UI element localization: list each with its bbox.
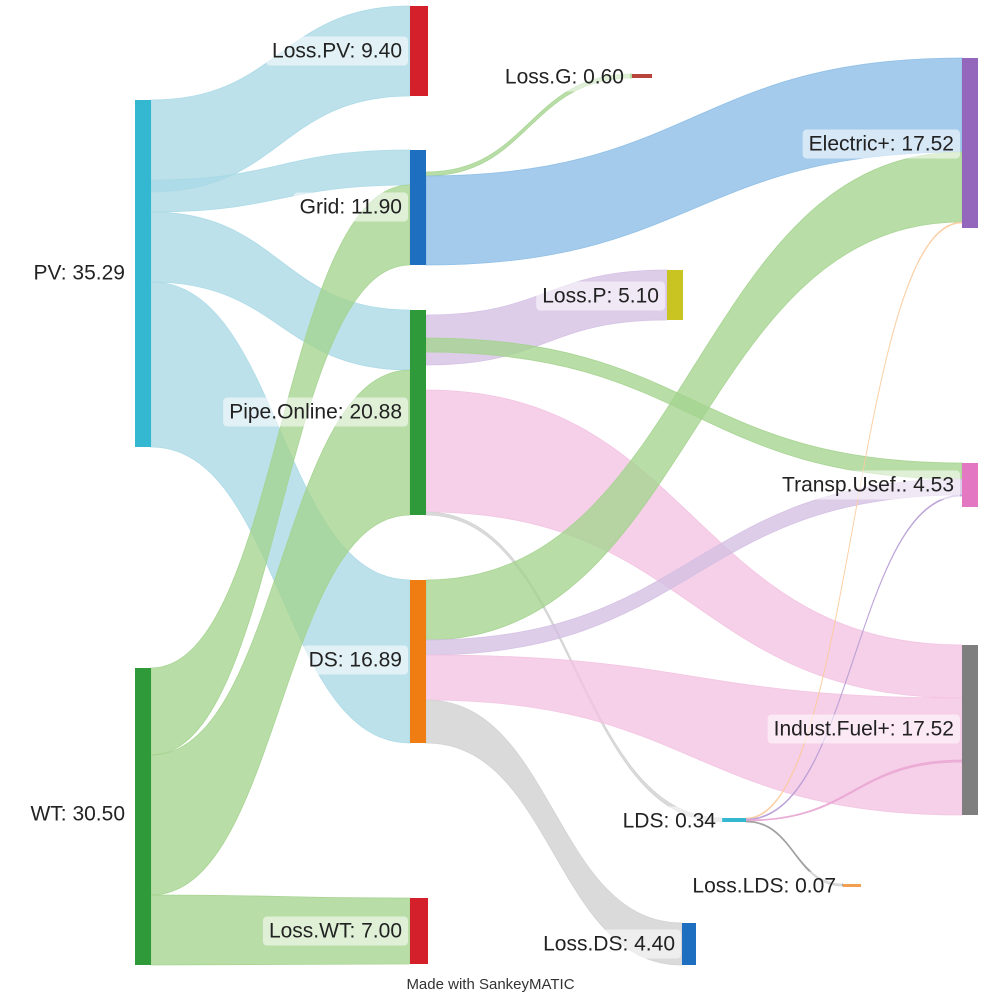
node-bar-electric <box>962 58 978 228</box>
node-label-bg-transp <box>776 470 960 500</box>
node-label-bg-ds <box>302 645 408 675</box>
node-bar-losslds <box>843 884 861 887</box>
node-label-bg-lossg <box>498 62 630 92</box>
node-label-lossp: Loss.P: 5.10 <box>542 285 659 308</box>
flow-pipe-online-to-transp-usef <box>425 389 963 699</box>
node-bar-indust <box>962 645 978 815</box>
sankey-flows <box>150 5 963 966</box>
node-label-bg-lossp <box>536 281 665 311</box>
node-label-bg-pipe <box>223 397 408 427</box>
node-label-losswt: Loss.WT: 7.00 <box>269 920 402 943</box>
node-label-bg-indust <box>767 714 960 744</box>
node-label-bg-lossds <box>537 929 681 959</box>
node-label-losspv: Loss.PV: 9.40 <box>272 40 402 63</box>
node-bar-ds <box>410 580 426 743</box>
sankey-nodes <box>135 6 978 965</box>
flow-ds-to-transp-usef <box>425 654 963 816</box>
node-label-pv: PV: 35.29 <box>34 262 125 285</box>
node-label-pipe: Pipe.Online: 20.88 <box>229 401 402 424</box>
node-bar-pipe <box>410 310 426 515</box>
node-bar-pv <box>135 100 151 447</box>
node-bar-grid <box>410 150 426 265</box>
node-label-bg-lds <box>616 806 723 836</box>
node-label-bg-losspv <box>266 36 408 66</box>
node-bar-lossds <box>682 923 696 965</box>
node-bar-wt <box>135 668 151 965</box>
node-label-bg-grid <box>293 192 408 222</box>
node-bar-lossp <box>667 270 683 320</box>
node-label-indust: Indust.Fuel+: 17.52 <box>774 718 954 741</box>
node-label-bg-losswt <box>262 916 408 946</box>
sankey-labels: PV: 35.29 WT: 30.50 Loss.PV: 9.40 Grid: 11.… <box>24 36 960 959</box>
node-bar-losswt <box>410 898 428 964</box>
node-label-bg-losslds <box>686 871 842 901</box>
node-label-bg-pv <box>27 258 131 288</box>
node-label-bg-wt <box>24 799 131 829</box>
node-label-lossds: Loss.DS: 4.40 <box>543 933 675 956</box>
node-label-losslds: Loss.LDS: 0.07 <box>692 875 836 898</box>
node-label-grid: Grid: 11.90 <box>300 196 402 219</box>
node-label-electric: Electric+: 17.52 <box>809 133 954 156</box>
credit-text: Made with SankeyMATIC <box>406 976 575 993</box>
node-label-lds: LDS: 0.34 <box>623 810 717 833</box>
node-bar-lossg <box>632 74 652 78</box>
node-label-ds: DS: 16.89 <box>309 649 402 672</box>
node-label-lossg: Loss.G: 0.60 <box>505 66 624 89</box>
node-bar-lds <box>722 818 746 822</box>
node-label-bg-electric <box>802 129 960 159</box>
node-bar-losspv <box>410 6 428 96</box>
node-bar-transp <box>962 463 978 507</box>
node-label-wt: WT: 30.50 <box>30 803 125 826</box>
node-label-transp: Transp.Usef.: 4.53 <box>782 474 954 497</box>
